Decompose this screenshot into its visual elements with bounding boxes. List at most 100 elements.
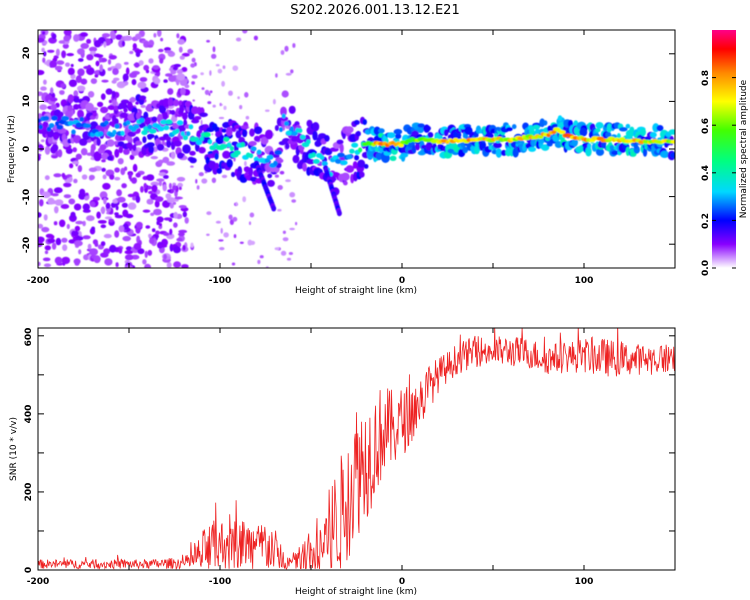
- spectrogram-cell: [70, 73, 76, 80]
- spectrogram-cell: [87, 91, 95, 98]
- spectrogram-cell: [253, 156, 259, 162]
- spectrogram-cell: [357, 159, 366, 168]
- spectrogram-cell: [163, 217, 172, 221]
- spectrogram-cell: [79, 116, 85, 122]
- spectrogram-cell: [233, 234, 237, 239]
- snr-frame: [37, 327, 676, 571]
- spectrogram-cell: [159, 57, 164, 64]
- spectrogram-cell: [279, 127, 283, 133]
- spectrogram-cell: [265, 129, 273, 140]
- spectrogram-cell: [38, 154, 41, 161]
- spectrogram-cell: [166, 139, 172, 148]
- spectrogram-cell: [177, 182, 183, 188]
- spectrogram-cell: [42, 257, 51, 262]
- spectrogram-cell: [349, 148, 355, 154]
- spectrogram-cell: [97, 101, 104, 108]
- spectrogram-cell: [189, 157, 197, 164]
- spectrogram-cell: [50, 104, 57, 111]
- spectrogram-cell: [343, 181, 348, 186]
- spectrogram-cell: [135, 195, 141, 203]
- spectrogram-cell: [211, 177, 217, 184]
- spectrogram-cell: [82, 235, 91, 240]
- spectrogram-cell: [103, 197, 107, 205]
- spectrogram-cell: [86, 215, 95, 222]
- spectrogram-cell: [72, 147, 77, 153]
- spectrogram-cell: [184, 84, 190, 89]
- spectrogram-cell: [292, 43, 296, 48]
- spectrogram-cell: [345, 165, 355, 173]
- spectrogram-cell: [101, 79, 109, 83]
- spectrogram-ytick-label: 10: [22, 95, 32, 108]
- spectrogram-cell: [207, 139, 213, 145]
- spectrogram-cell: [142, 259, 147, 265]
- spectrogram-cell: [650, 132, 657, 138]
- spectrogram-cell: [67, 105, 73, 112]
- spectrogram-cell: [495, 148, 502, 158]
- spectrogram-cell: [321, 161, 328, 167]
- spectrogram-cell: [223, 232, 229, 238]
- snr-ticks: [37, 328, 676, 571]
- spectrogram-cell: [112, 99, 117, 107]
- spectrogram-cell: [110, 202, 117, 208]
- spectrogram-cell: [99, 64, 103, 72]
- spectrogram-cell: [180, 131, 185, 137]
- spectrogram-cell: [219, 134, 225, 142]
- spectrogram-cell: [102, 182, 111, 190]
- spectrogram-cell: [58, 40, 65, 44]
- spectrogram-cell: [103, 120, 109, 126]
- spectrogram-cell: [66, 53, 74, 57]
- spectrogram-cell: [190, 63, 196, 68]
- spectrogram-cell: [138, 60, 144, 66]
- spectrogram-cell: [245, 115, 250, 120]
- spectrogram-cell: [101, 159, 106, 163]
- spectrogram-cell: [218, 116, 225, 120]
- spectrogram-cell: [190, 242, 194, 248]
- spectrogram-cell: [73, 203, 82, 211]
- spectrogram-cell: [134, 62, 140, 68]
- spectrogram-cell: [235, 201, 238, 206]
- spectrogram-cell: [147, 124, 153, 130]
- spectrogram-cell: [336, 210, 342, 217]
- snr-ytick-label: 400: [24, 405, 34, 424]
- spectrogram-cell: [56, 60, 65, 65]
- spectrogram-cell: [93, 255, 101, 264]
- spectrogram-cell: [81, 174, 88, 180]
- spectrogram-ytick-label: -10: [22, 189, 32, 205]
- spectrogram-cell: [249, 240, 256, 245]
- spectrogram-cell: [163, 174, 169, 179]
- spectrogram-cell: [162, 184, 167, 192]
- spectrogram-cell: [144, 117, 151, 126]
- spectrogram-cell: [231, 262, 236, 266]
- spectrogram-cell: [51, 242, 57, 250]
- spectrogram-cell: [176, 176, 186, 182]
- spectrogram-cell: [80, 43, 89, 49]
- spectrogram-xtick-label: 100: [575, 276, 594, 286]
- spectrogram-cell: [633, 143, 639, 149]
- spectrogram-cell: [217, 68, 223, 74]
- spectrogram-cell: [135, 101, 139, 105]
- snr-xtick-label: -100: [209, 577, 232, 587]
- spectrogram-cell: [218, 239, 224, 242]
- spectrogram-cell: [47, 49, 55, 53]
- spectrogram-cell: [129, 154, 135, 160]
- spectrogram-cell: [84, 192, 89, 196]
- spectrogram-cell: [118, 146, 124, 154]
- spectrogram-cell: [96, 138, 101, 146]
- spectrogram-cell: [68, 198, 76, 205]
- spectrogram-cell: [181, 264, 189, 268]
- spectrogram-cell: [106, 139, 115, 147]
- spectrogram-cell: [160, 37, 164, 42]
- spectrogram-cell: [132, 43, 137, 50]
- spectrogram-cell: [276, 158, 284, 164]
- spectrogram-cell: [75, 122, 83, 128]
- spectrogram-cell: [176, 33, 180, 39]
- spectrogram-cell: [312, 130, 318, 141]
- spectrogram-cell: [319, 154, 325, 160]
- spectrogram-cell: [55, 121, 60, 127]
- spectrogram-cell: [182, 112, 188, 120]
- spectrogram-cell: [57, 149, 63, 158]
- spectrogram-cell: [54, 199, 64, 206]
- spectrogram-cell: [228, 90, 233, 96]
- spectrogram-cell: [186, 131, 191, 137]
- spectrogram-cell: [98, 131, 104, 137]
